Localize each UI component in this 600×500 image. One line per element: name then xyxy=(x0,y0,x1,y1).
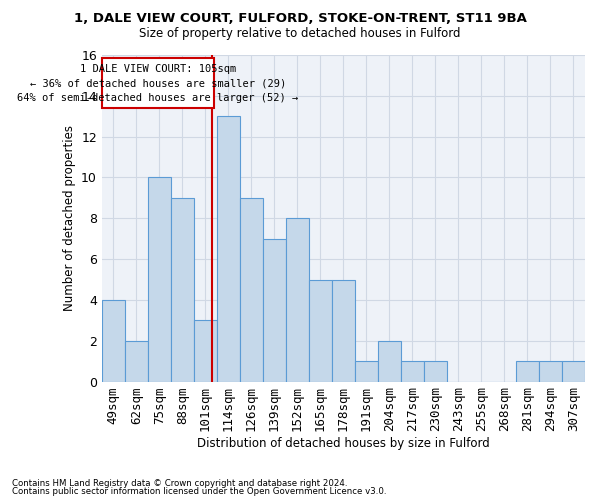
Text: Contains public sector information licensed under the Open Government Licence v3: Contains public sector information licen… xyxy=(12,487,386,496)
Text: Contains HM Land Registry data © Crown copyright and database right 2024.: Contains HM Land Registry data © Crown c… xyxy=(12,478,347,488)
Bar xyxy=(332,280,355,382)
Bar xyxy=(516,361,539,382)
Bar xyxy=(240,198,263,382)
X-axis label: Distribution of detached houses by size in Fulford: Distribution of detached houses by size … xyxy=(197,437,490,450)
Bar xyxy=(102,300,125,382)
Bar xyxy=(194,320,217,382)
Bar xyxy=(401,361,424,382)
Bar xyxy=(263,238,286,382)
Y-axis label: Number of detached properties: Number of detached properties xyxy=(62,126,76,312)
Bar xyxy=(378,341,401,382)
Text: 64% of semi-detached houses are larger (52) →: 64% of semi-detached houses are larger (… xyxy=(17,93,298,103)
Text: Size of property relative to detached houses in Fulford: Size of property relative to detached ho… xyxy=(139,28,461,40)
Bar xyxy=(539,361,562,382)
Bar xyxy=(148,178,171,382)
Bar xyxy=(424,361,447,382)
Bar xyxy=(171,198,194,382)
Bar xyxy=(217,116,240,382)
Text: ← 36% of detached houses are smaller (29): ← 36% of detached houses are smaller (29… xyxy=(29,78,286,88)
Bar xyxy=(286,218,309,382)
Text: 1 DALE VIEW COURT: 105sqm: 1 DALE VIEW COURT: 105sqm xyxy=(80,64,236,74)
Bar xyxy=(562,361,585,382)
Bar xyxy=(102,58,214,108)
Bar xyxy=(125,341,148,382)
Bar xyxy=(355,361,378,382)
Bar xyxy=(309,280,332,382)
Text: 1, DALE VIEW COURT, FULFORD, STOKE-ON-TRENT, ST11 9BA: 1, DALE VIEW COURT, FULFORD, STOKE-ON-TR… xyxy=(74,12,526,26)
